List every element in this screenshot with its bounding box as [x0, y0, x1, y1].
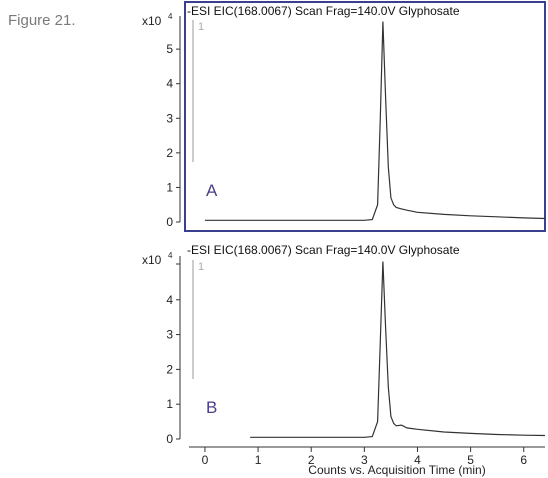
panel-b-x-tick-label: 2: [308, 453, 315, 467]
panel-a-y-tick-label: 2: [166, 146, 173, 160]
panel-b-x-tick-label: 5: [467, 453, 474, 467]
panel-b-x-tick-label: 1: [255, 453, 262, 467]
panel-b-x-tick-label: 4: [414, 453, 421, 467]
panel-b-y-tick-label: 0: [166, 432, 173, 446]
panel-b-series-line: [250, 261, 546, 438]
panel-b-trace-label: 1: [198, 261, 204, 273]
panel-b-title: -ESI EIC(168.0067) Scan Frag=140.0V Glyp…: [187, 243, 460, 257]
panel-a-letter: A: [206, 181, 218, 200]
panel-a-y-tick-label: 0: [166, 215, 173, 229]
panel-b-y-tick-label: 4: [166, 293, 173, 307]
panel-a-frame: [184, 1, 546, 232]
panel-a-series-line: [204, 21, 546, 221]
panel-a-trace-label: 1: [198, 21, 204, 33]
panel-b-x-tick-label: 6: [520, 453, 527, 467]
panel-a-y-multiplier: x10: [142, 14, 162, 28]
panel-b-y-multiplier-exponent: 4: [168, 251, 173, 260]
panel-a-y-tick-label: 5: [166, 42, 173, 56]
panel-a-y-multiplier-exponent: 4: [168, 12, 173, 21]
panel-b-y-tick-label: 2: [166, 362, 173, 376]
panel-b-letter: B: [206, 398, 217, 417]
panel-a-y-tick-label: 4: [166, 77, 173, 91]
panel-b-y-multiplier: x10: [142, 253, 162, 267]
panel-b-y-tick-label: 3: [166, 328, 173, 342]
panel-b-x-axis-label: Counts vs. Acquisition Time (min): [308, 463, 485, 477]
figure-caption: Figure 21.: [8, 12, 76, 29]
panel-b-x-tick-label: 0: [202, 453, 209, 467]
panel-b-x-tick-label: 3: [361, 453, 368, 467]
panel-a-y-tick-label: 3: [166, 111, 173, 125]
panel-a-y-tick-label: 1: [166, 180, 173, 194]
panel-a-title: -ESI EIC(168.0067) Scan Frag=140.0V Glyp…: [187, 4, 460, 18]
panel-b-y-tick-label: 1: [166, 397, 173, 411]
